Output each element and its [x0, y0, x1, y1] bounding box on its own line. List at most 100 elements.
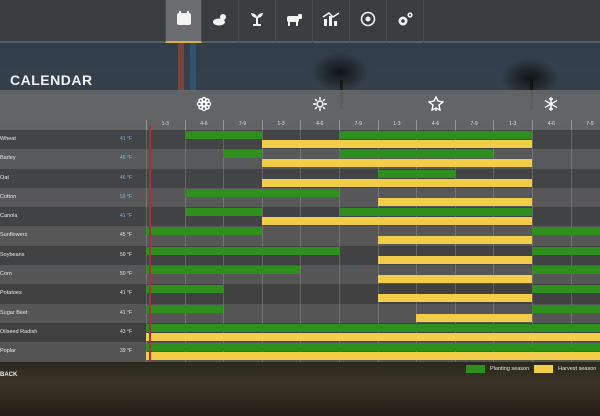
- tab-calendar[interactable]: [165, 0, 202, 43]
- planting-period-bar: [532, 285, 600, 294]
- grid-line: [416, 303, 418, 323]
- column-divider: [339, 120, 340, 130]
- grid-line: [570, 226, 572, 246]
- grid-line: [493, 207, 495, 227]
- tab-weather[interactable]: [202, 0, 239, 43]
- grid-line: [532, 342, 533, 362]
- grid-line: [532, 245, 533, 266]
- crop-name: Sunflowers: [0, 232, 28, 239]
- planting-period-bar: [184, 188, 339, 197]
- grid-line: [223, 245, 225, 266]
- crop-row: Barley 46 °F: [0, 149, 600, 169]
- spring-flower-icon: [196, 96, 212, 112]
- grid-line: [339, 187, 340, 208]
- crop-name: Sugar Beet: [0, 309, 28, 316]
- tab-livestock-cow[interactable]: [276, 0, 313, 43]
- planting-period-bar: [339, 131, 532, 139]
- finance-cycle-icon: [359, 11, 377, 32]
- planting-period-bar: [339, 208, 532, 217]
- crop-row: Corn 50 °F: [0, 265, 600, 285]
- grid-line: [184, 303, 186, 323]
- grid-line: [377, 322, 379, 343]
- grid-line: [223, 187, 225, 208]
- column-label: 4-6: [200, 121, 208, 127]
- grid-line: [261, 130, 263, 150]
- grid-line: [300, 130, 302, 150]
- germination-temperature: 41 °F: [120, 290, 133, 297]
- crop-row: Oilseed Radish 43 °F: [0, 322, 600, 343]
- germination-temperature: 41 °F: [120, 136, 133, 142]
- top-navigation-bar: [0, 0, 600, 43]
- crop-row: Oat 46 °F: [0, 168, 600, 188]
- harvest-period-bar: [377, 255, 532, 264]
- grid-line: [532, 168, 533, 188]
- grid-line: [184, 245, 186, 266]
- column-label: 4-6: [316, 121, 324, 127]
- grid-line: [532, 130, 533, 150]
- grid-line: [570, 168, 572, 188]
- grid-line: [300, 207, 302, 227]
- grid-line: [416, 226, 418, 246]
- current-date-marker: [149, 125, 151, 362]
- grid-line: [261, 322, 263, 343]
- grid-line: [300, 226, 302, 246]
- germination-temperature: 41 °F: [120, 213, 133, 220]
- grid-line: [570, 187, 572, 208]
- grid-line: [184, 149, 186, 169]
- column-divider: [493, 120, 495, 130]
- back-button[interactable]: BACK: [0, 372, 18, 378]
- grid-line: [416, 342, 418, 362]
- grid-line: [146, 168, 147, 188]
- tab-statistics-chart[interactable]: [313, 0, 350, 43]
- grid-line: [454, 130, 456, 150]
- column-label: 7-9: [354, 121, 362, 127]
- grid-line: [223, 149, 225, 169]
- grid-line: [223, 342, 225, 362]
- statistics-chart-icon: [322, 11, 340, 32]
- grid-line: [493, 187, 495, 208]
- crop-name: Corn: [0, 271, 12, 278]
- harvest-period-bar: [261, 178, 532, 187]
- grid-line: [454, 303, 456, 323]
- grid-line: [184, 284, 186, 304]
- weather-icon: [211, 11, 229, 32]
- grid-line: [416, 168, 418, 188]
- tab-settings-gears[interactable]: [387, 0, 424, 43]
- column-label: 7-9: [470, 121, 478, 127]
- grid-line: [146, 303, 147, 323]
- crop-row: Sugar Beet 41 °F: [0, 303, 600, 323]
- planting-legend-swatch: [466, 365, 485, 373]
- grid-line: [377, 130, 379, 150]
- grid-line: [146, 130, 147, 150]
- harvest-period-bar: [377, 294, 532, 303]
- grid-line: [339, 149, 340, 169]
- grid-line: [570, 303, 572, 323]
- grid-line: [377, 168, 379, 188]
- column-divider: [261, 120, 263, 130]
- grid-line: [493, 322, 495, 343]
- tab-crop-sprout[interactable]: [239, 0, 276, 43]
- grid-line: [261, 284, 263, 304]
- crop-row: Cotton 59 °F: [0, 187, 600, 208]
- grid-line: [223, 284, 225, 304]
- harvest-legend-swatch: [534, 365, 554, 373]
- grid-line: [454, 342, 456, 362]
- crop-name: Poplar: [0, 348, 16, 355]
- grid-line: [454, 187, 456, 208]
- livestock-cow-icon: [285, 11, 303, 32]
- germination-temperature: 59 °F: [120, 193, 133, 200]
- tab-finance-cycle[interactable]: [350, 0, 387, 43]
- planting-period-bar: [146, 343, 600, 352]
- autumn-leaf-icon: [426, 95, 445, 112]
- calendar-header: 1-3 4-6 7-9 1-3 4-6 7-9 1-3 4-6 7-9 1-3 4-6 7-9: [0, 90, 600, 130]
- crop-name: Potatoes: [0, 290, 22, 297]
- grid-line: [570, 130, 572, 150]
- grid-line: [377, 342, 379, 362]
- grid-line: [184, 265, 186, 285]
- crop-name: Wheat: [0, 136, 16, 142]
- grid-line: [454, 226, 456, 246]
- grid-line: [261, 187, 263, 208]
- column-label: 7-9: [238, 121, 247, 127]
- grid-line: [339, 226, 340, 246]
- column-divider: [377, 120, 379, 130]
